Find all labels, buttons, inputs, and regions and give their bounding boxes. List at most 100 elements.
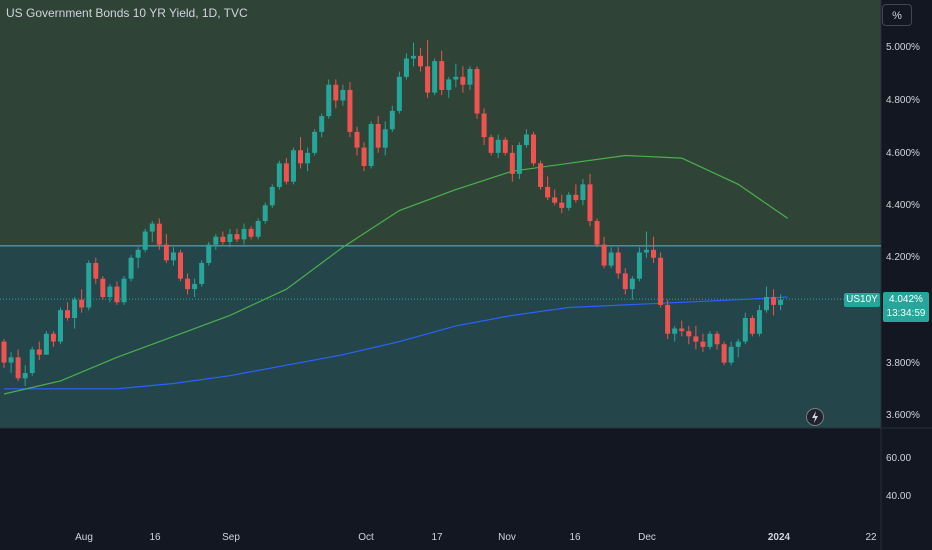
y-tick-label: 4.200% <box>886 252 920 263</box>
x-tick-label: 16 <box>569 532 581 543</box>
candle-body <box>319 116 325 132</box>
candle-body <box>467 68 473 85</box>
candle-body <box>608 252 614 266</box>
candle-body <box>679 328 685 332</box>
candle-body <box>749 318 755 334</box>
candle-body <box>531 134 536 164</box>
x-tick-label: Sep <box>222 532 240 543</box>
candle-body <box>185 278 191 290</box>
candle-body <box>756 310 762 334</box>
candle-body <box>298 150 304 164</box>
candle-body <box>707 333 713 347</box>
candle-body <box>432 61 438 93</box>
candle-body <box>340 89 346 101</box>
last-price-badge: 4.042% 13:34:59 <box>883 292 929 322</box>
x-tick-label: 17 <box>431 532 443 543</box>
candle-body <box>481 113 487 138</box>
candle-body <box>453 76 459 80</box>
candle-body <box>622 273 628 290</box>
y-tick-label: 4.800% <box>886 95 920 106</box>
candle-body <box>439 61 445 90</box>
candle-body <box>354 131 360 148</box>
candle-body <box>700 341 706 347</box>
candle-body <box>72 299 78 319</box>
x-tick-label: Nov <box>498 532 516 543</box>
candle-body <box>538 163 544 187</box>
candle-body <box>199 262 205 284</box>
y-tick-label: 4.600% <box>886 148 920 159</box>
candle-body <box>79 299 85 308</box>
candle-body <box>368 124 374 166</box>
candle-body <box>65 310 71 319</box>
candle-body <box>545 186 551 198</box>
candle-body <box>305 152 311 164</box>
candle-body <box>495 139 501 153</box>
x-tick-label: Oct <box>358 532 374 543</box>
lightning-icon[interactable] <box>806 408 824 426</box>
last-price-value: 4.042% <box>889 294 923 305</box>
candle-body <box>460 76 466 85</box>
candle-body <box>643 249 649 253</box>
unit-toggle-button[interactable]: % <box>882 4 912 26</box>
candle-body <box>156 223 162 245</box>
candle-body <box>248 228 254 237</box>
candle-body <box>474 68 480 114</box>
candle-body <box>594 221 600 245</box>
candle-body <box>178 252 183 279</box>
candle-body <box>382 129 388 148</box>
candle-body <box>403 58 409 77</box>
candle-body <box>735 341 741 347</box>
candle-body <box>206 244 212 263</box>
candle-body <box>57 310 63 342</box>
candle-body <box>742 318 748 342</box>
candle-body <box>636 252 642 279</box>
candle-body <box>93 262 99 279</box>
candle-body <box>36 349 42 355</box>
upper-zone <box>0 0 881 246</box>
candle-body <box>234 234 240 240</box>
candle-body <box>658 257 664 305</box>
lightning-glyph <box>812 411 818 423</box>
candle-body <box>276 163 282 187</box>
candle-body <box>107 286 113 298</box>
candle-body <box>672 328 678 334</box>
candle-body <box>220 236 226 242</box>
x-tick-label: Dec <box>638 532 656 543</box>
candle-body <box>262 205 268 222</box>
candle-body <box>326 84 332 117</box>
candle-body <box>728 346 734 363</box>
candle-body <box>410 55 416 59</box>
ticker-badge: US10Y <box>844 293 880 307</box>
candle-body <box>170 252 176 261</box>
candle-body <box>396 76 402 111</box>
candle-body <box>615 252 621 274</box>
candle-body <box>559 202 565 208</box>
candle-body <box>213 236 219 245</box>
x-tick-label: 16 <box>149 532 161 543</box>
candle-body <box>50 333 56 342</box>
candle-body <box>142 231 148 250</box>
candle-body <box>361 147 367 166</box>
candle-body <box>312 131 318 153</box>
y-tick-label: 4.400% <box>886 200 920 211</box>
candle-body <box>8 357 14 363</box>
candle-body <box>573 194 579 201</box>
candle-body <box>347 89 353 132</box>
candle-body <box>100 278 106 298</box>
candle-body <box>255 221 261 237</box>
x-tick-label: 2024 <box>767 532 791 543</box>
candle-body <box>721 344 727 363</box>
candle-body <box>552 197 558 203</box>
y-tick-label: 60.00 <box>886 453 912 464</box>
indicator-pane <box>0 428 881 550</box>
candle-body <box>149 223 155 232</box>
fast-moving-average-line <box>3 154 789 395</box>
candle-body <box>269 186 275 206</box>
candle-body <box>502 139 508 153</box>
candle-body <box>566 194 572 208</box>
candle-body <box>693 336 699 342</box>
y-tick-label: 3.600% <box>886 410 920 421</box>
candle-body <box>418 55 424 67</box>
candle-body <box>580 184 586 201</box>
